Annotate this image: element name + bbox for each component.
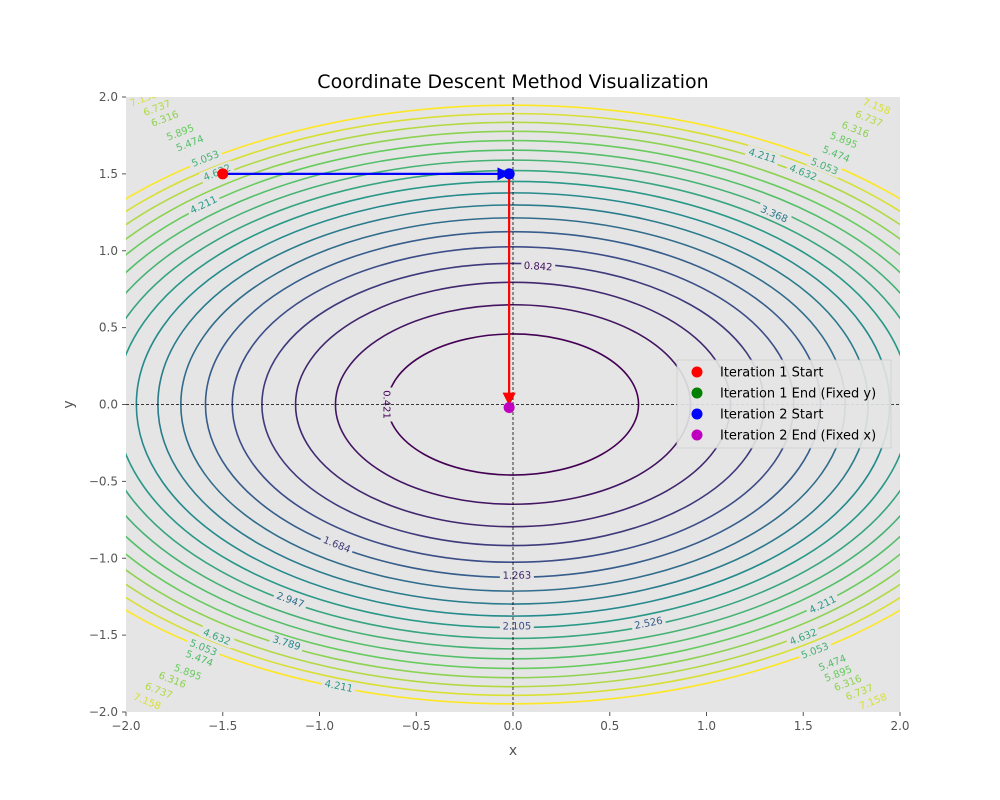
x-tick-label: 2.0 [890, 719, 909, 733]
iteration-points [217, 168, 515, 414]
contour-label-bg [185, 191, 222, 218]
descent-path [222, 167, 516, 406]
contour-label-bg [181, 646, 218, 670]
legend-label: Iteration 1 End (Fixed y) [720, 387, 876, 402]
y-tick-label: 2.0 [99, 90, 118, 104]
contour-label: 0.842 [520, 259, 556, 274]
contour-label-text: 2.105 [503, 621, 532, 632]
x-axis-ticks: −2.0 −1.5 −1.0 −0.5 0.0 0.5 1.0 1.5 2.0 [111, 712, 910, 733]
contour-label-bg [146, 106, 183, 131]
contour-label-bg [171, 131, 208, 155]
x-axis-label: x [509, 743, 517, 759]
contour-label-bg [187, 146, 224, 171]
contour-label-bg [272, 588, 309, 612]
contour-label-bg [318, 532, 355, 557]
x-tick-label: 1.0 [697, 719, 716, 733]
contour-label-bg [129, 689, 166, 712]
contour-label-bg [126, 97, 162, 111]
legend-marker [691, 429, 703, 441]
contour-label-bg [785, 160, 822, 185]
y-tick-label: 0.0 [99, 398, 118, 412]
contour-label-bg [829, 671, 866, 695]
contour-label-bg [841, 680, 878, 704]
contour-label-bg [169, 660, 206, 684]
contour-label-bg [804, 591, 841, 618]
x-tick-label: 0.5 [600, 719, 619, 733]
contour-label: 2.526 [630, 613, 667, 632]
contour-label-bg [756, 201, 793, 227]
contour-label-bg [796, 638, 833, 663]
contour-label-bg [198, 160, 235, 185]
legend-marker [691, 387, 703, 399]
x-tick-label: 0.0 [503, 719, 522, 733]
contour-label-bg [499, 569, 534, 582]
iteration-point [217, 168, 229, 180]
contour-label-bg [858, 97, 895, 118]
contour-label: 1.263 [499, 569, 534, 582]
contour-label-bg [520, 259, 556, 274]
contour-label-bg [154, 667, 191, 692]
y-tick-label: −1.0 [89, 551, 118, 565]
contour-label-text: 4.211 [324, 679, 354, 695]
contour-label-bg [825, 128, 862, 152]
x-tick-label: −0.5 [402, 719, 431, 733]
x-tick-label: −1.0 [305, 719, 334, 733]
contour-label-text: 2.526 [634, 616, 664, 632]
y-axis-label: y [61, 400, 77, 408]
x-tick-label: −2.0 [111, 719, 140, 733]
y-tick-label: 1.0 [99, 244, 118, 258]
contour-label-bg [499, 619, 534, 632]
chart-title: Coordinate Descent Method Visualization [317, 71, 708, 93]
contour-label-bg [837, 117, 874, 142]
y-tick-label: −1.5 [89, 628, 118, 642]
contour-label-text: 0.842 [523, 261, 552, 274]
contour-label-bg [138, 97, 175, 120]
contour-label: 4.211 [321, 676, 357, 696]
contour-label-text: 1.263 [503, 571, 532, 582]
contour-label-bg [818, 141, 855, 166]
x-tick-label: −1.5 [208, 719, 237, 733]
legend-marker [691, 366, 703, 378]
x-tick-label: 1.5 [794, 719, 813, 733]
contour-label-bg [785, 624, 822, 649]
y-tick-label: 1.5 [99, 167, 118, 181]
legend-box [676, 359, 892, 449]
contour-label-bg [198, 624, 235, 649]
legend-marker [691, 408, 703, 420]
contour-label-bg [162, 120, 199, 145]
contour-label-bg [185, 635, 222, 660]
y-tick-label: 0.5 [99, 321, 118, 335]
y-tick-label: −2.0 [89, 705, 118, 719]
contour-label-bg [140, 678, 177, 703]
legend-label: Iteration 2 End (Fixed x) [720, 429, 876, 444]
contour-label-bg [744, 144, 781, 167]
legend-label: Iteration 1 Start [720, 366, 823, 381]
iteration-point [503, 168, 515, 180]
contour-label-bg [806, 154, 843, 179]
contour-label-bg [820, 661, 857, 686]
legend: Iteration 1 Start Iteration 1 End (Fixed … [676, 359, 892, 449]
contour-label-bg [854, 689, 891, 712]
legend-label: Iteration 2 Start [720, 408, 823, 423]
contour-label-bg [268, 632, 305, 654]
contour-label-bg [814, 651, 851, 675]
contour-label-bg [630, 613, 667, 632]
y-axis-ticks: −2.0 −1.5 −1.0 −0.5 0.0 0.5 1.0 1.5 2.0 [89, 90, 126, 719]
contour-label-bg [321, 676, 357, 696]
iteration-point [503, 402, 515, 414]
y-tick-label: −0.5 [89, 474, 118, 488]
contour-label-bg [851, 106, 888, 131]
contour-label: 2.105 [499, 619, 534, 632]
